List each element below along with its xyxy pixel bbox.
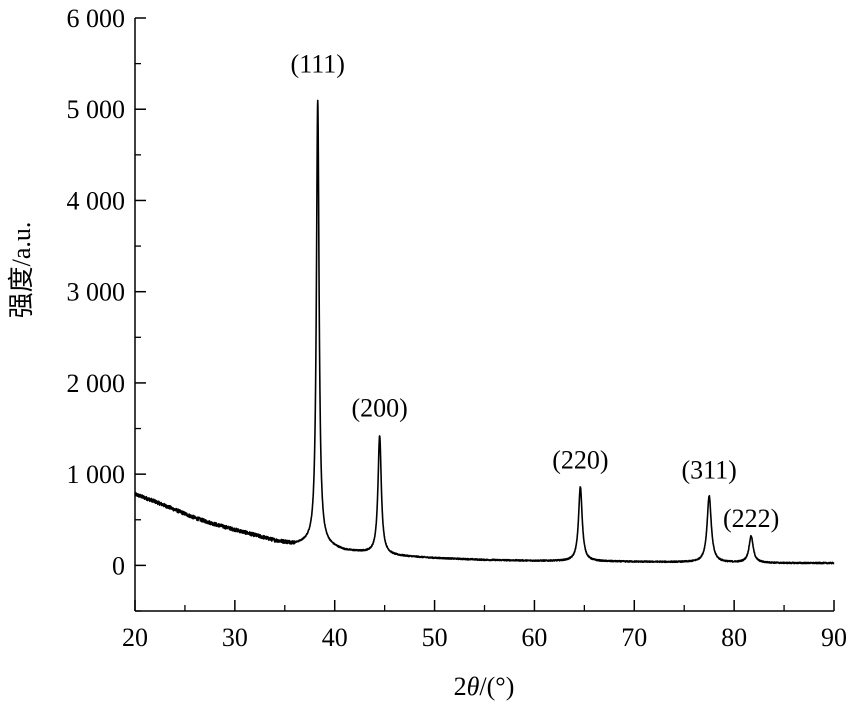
peak-label: (111) — [291, 50, 345, 79]
y-ticks: 0 1 000 2 000 3 000 4 000 5 000 6 000 — [67, 4, 146, 612]
x-tick-label: 80 — [721, 623, 747, 652]
x-tick-label: 40 — [322, 623, 348, 652]
x-tick-label: 30 — [222, 623, 248, 652]
x-tick-label: 50 — [422, 623, 448, 652]
x-tick-label: 90 — [821, 623, 847, 652]
series-line — [134, 99, 835, 565]
y-tick-label: 6 000 — [67, 4, 126, 33]
x-ticks: 20 30 40 50 60 70 80 90 — [122, 600, 847, 652]
y-tick-label: 0 — [112, 551, 125, 580]
peak-label: (200) — [351, 394, 407, 423]
peak-label: (311) — [681, 456, 736, 485]
peak-label: (220) — [552, 446, 608, 475]
y-tick-label: 5 000 — [67, 95, 126, 124]
y-tick-label: 4 000 — [67, 186, 126, 215]
peak-annotations: (111) (200) (220) (311) (222) — [291, 50, 780, 533]
y-axis-title: 强度/a.u. — [7, 222, 36, 319]
x-tick-label: 60 — [521, 623, 547, 652]
y-tick-label: 3 000 — [67, 278, 126, 307]
x-tick-label: 70 — [621, 623, 647, 652]
x-tick-label: 20 — [122, 623, 148, 652]
y-tick-label: 2 000 — [67, 369, 126, 398]
y-tick-label: 1 000 — [67, 460, 126, 489]
plot-area: 20 30 40 50 60 70 80 90 0 1 000 2 000 3 000 4 000 5 … — [67, 4, 848, 652]
x-axis-title: 2θ/(°) — [454, 672, 515, 701]
peak-label: (222) — [723, 504, 779, 533]
